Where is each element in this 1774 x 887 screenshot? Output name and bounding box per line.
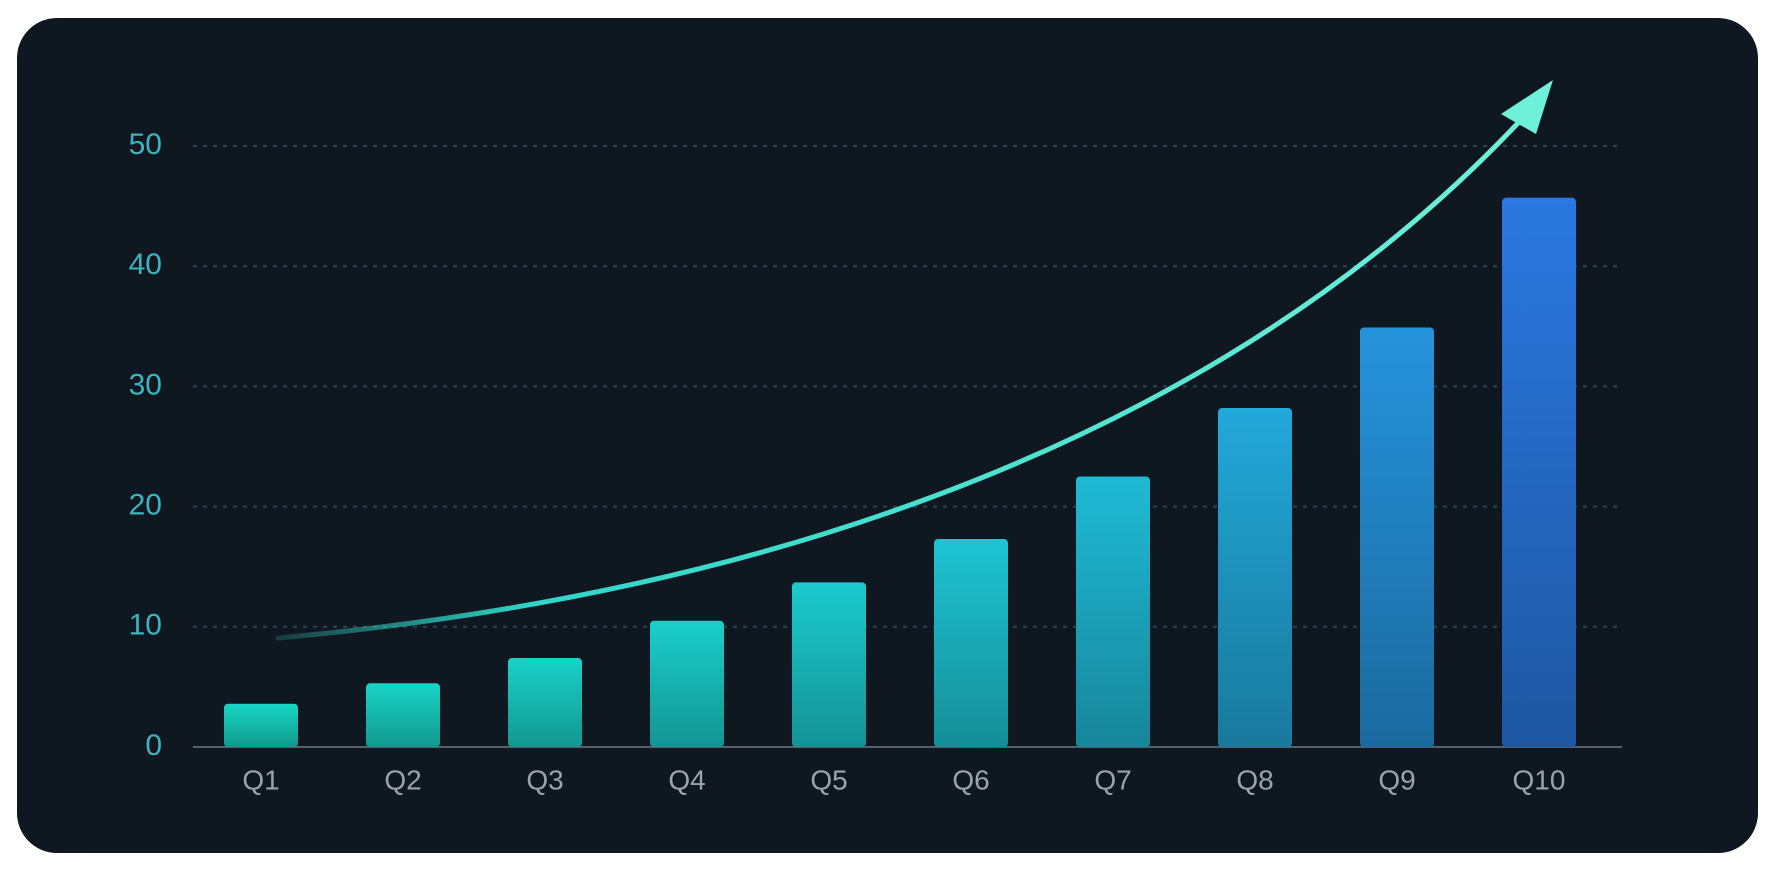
bar-shade xyxy=(1218,408,1292,747)
x-tick-label: Q7 xyxy=(1094,764,1131,795)
y-tick-label: 20 xyxy=(129,489,162,522)
y-tick-label: 30 xyxy=(129,368,162,401)
bar-shade xyxy=(508,658,582,747)
bar-shade xyxy=(1360,327,1434,747)
trend-arrow xyxy=(275,105,1535,641)
bar-shade xyxy=(1076,476,1150,747)
x-tick-label: Q9 xyxy=(1378,764,1415,795)
bar-shade xyxy=(934,539,1008,747)
y-tick-label: 10 xyxy=(129,609,162,642)
x-tick-label: Q8 xyxy=(1236,764,1273,795)
card xyxy=(17,18,1758,853)
x-tick-label: Q2 xyxy=(384,764,421,795)
bar-shade xyxy=(224,703,298,747)
x-tick-label: Q10 xyxy=(1513,764,1566,795)
x-tick-label: Q3 xyxy=(526,764,563,795)
bar-shade xyxy=(792,582,866,747)
arrow-head xyxy=(1501,80,1553,134)
y-tick-label: 0 xyxy=(145,729,162,762)
x-tick-label: Q5 xyxy=(810,764,847,795)
x-tick-label: Q6 xyxy=(952,764,989,795)
y-tick-label: 50 xyxy=(129,128,162,161)
x-tick-label: Q1 xyxy=(242,764,279,795)
x-tick-label: Q4 xyxy=(668,764,705,795)
bar-shade xyxy=(366,683,440,747)
bar-shade xyxy=(1502,197,1576,747)
plot-area: 0 10 20 30 40 50 Q1 Q2 Q3 Q4 Q5 Q6 Q7 Q8 Q9 Q10 xyxy=(129,128,1622,795)
bar-shade xyxy=(650,620,724,747)
y-tick-label: 40 xyxy=(129,248,162,281)
